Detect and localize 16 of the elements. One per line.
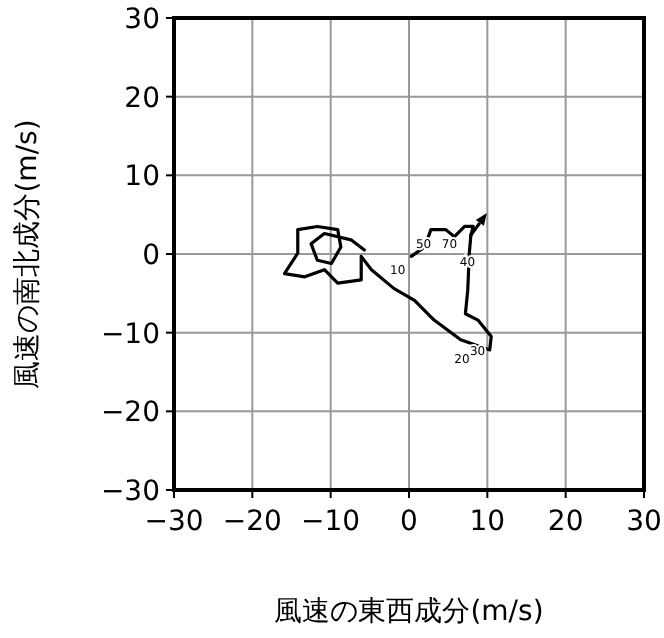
x-tick-label: −10 bbox=[301, 506, 361, 538]
x-axis-title: 風速の東西成分(m/s) bbox=[274, 596, 544, 628]
y-tick-label: −10 bbox=[100, 318, 160, 351]
y-axis-title: 風速の南北成分(m/s) bbox=[12, 119, 44, 389]
x-tick-label: 30 bbox=[626, 506, 662, 538]
x-tick-label: −20 bbox=[222, 506, 282, 538]
x-tick-label: 0 bbox=[400, 506, 418, 538]
y-tick-label: 30 bbox=[124, 4, 160, 36]
x-tick-label: 10 bbox=[469, 506, 506, 538]
x-tick-label: −30 bbox=[144, 506, 204, 538]
y-tick-label: −30 bbox=[100, 476, 160, 508]
y-tick-label: 10 bbox=[124, 161, 160, 194]
y-tick-label: 20 bbox=[124, 82, 160, 115]
y-tick-label: −20 bbox=[100, 397, 160, 430]
x-tick-label: 20 bbox=[547, 506, 584, 538]
y-tick-label: 0 bbox=[142, 240, 160, 272]
